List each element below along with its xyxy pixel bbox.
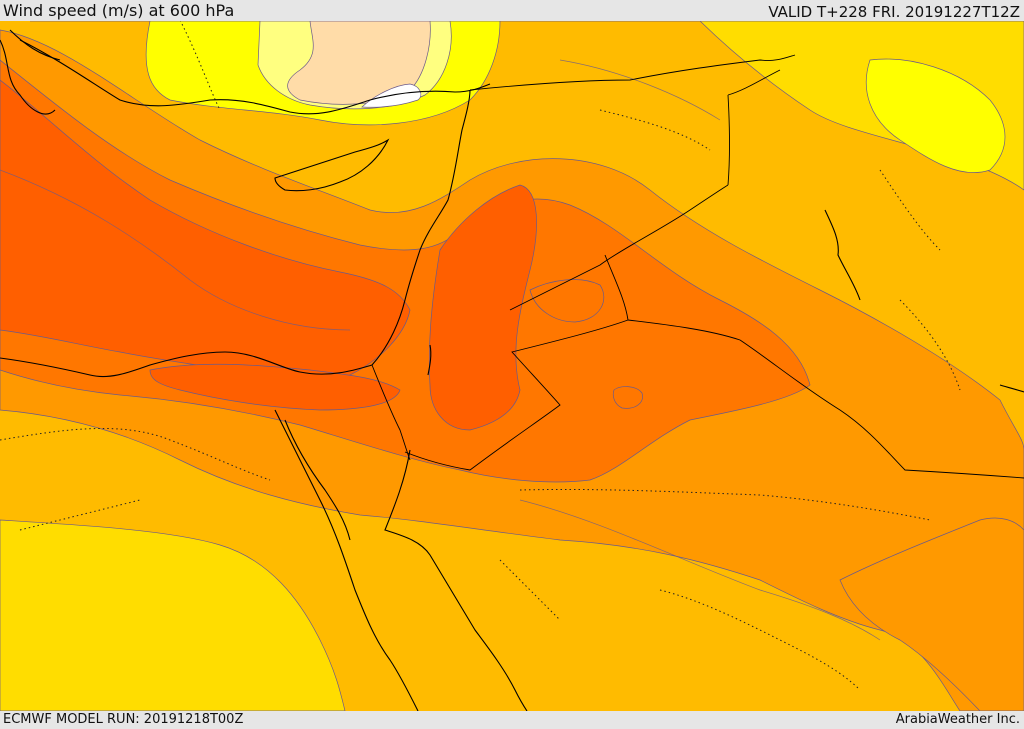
field-red-orange-levant — [428, 184, 537, 431]
contour-line — [519, 499, 881, 641]
admin-boundary — [879, 169, 941, 251]
map-header: Wind speed (m/s) at 600 hPa VALID T+228 … — [0, 0, 1024, 21]
admin-boundary — [19, 499, 141, 531]
valid-time: VALID T+228 FRI. 20191227T12Z — [768, 3, 1020, 21]
coastline-red-sea-west — [274, 409, 419, 711]
field-peach — [287, 21, 431, 105]
contour-line — [559, 59, 721, 121]
coastline-aegean — [0, 29, 61, 115]
border-iraq-saudi — [604, 254, 1024, 479]
border-egypt-libya — [371, 364, 411, 461]
border-turkey-syria — [469, 54, 796, 91]
map-svg — [0, 21, 1024, 711]
contour-line — [0, 169, 351, 331]
coastline-north-africa — [0, 89, 471, 378]
field-red-orange-core — [0, 79, 411, 381]
coastline-turkey — [19, 39, 491, 115]
credit: ArabiaWeather Inc. — [895, 712, 1020, 727]
coastline-gulf-aqaba — [427, 344, 432, 376]
field-orange-patch-jordan — [529, 279, 605, 323]
admin-boundary — [0, 427, 271, 481]
wind-speed-map — [0, 21, 1024, 711]
border-jordan-saudi — [404, 319, 629, 471]
admin-boundary — [899, 299, 961, 391]
coastline-gulf-suez — [284, 419, 351, 541]
map-title: Wind speed (m/s) at 600 hPa — [3, 1, 235, 20]
coastline-red-sea-east — [384, 449, 528, 711]
coastline-caspian-gulf — [824, 209, 861, 301]
field-gold-southwest — [0, 519, 346, 711]
border-syria-iraq — [509, 184, 729, 311]
field-orange-southeast — [839, 517, 1024, 711]
coastline-cyprus — [274, 138, 390, 192]
model-run: ECMWF MODEL RUN: 20191218T00Z — [3, 712, 244, 727]
field-gold-north — [30, 21, 1024, 191]
admin-boundary — [179, 21, 221, 111]
admin-boundary — [519, 488, 931, 521]
field-red-orange-sinai — [149, 363, 401, 411]
map-footer: ECMWF MODEL RUN: 20191218T00Z ArabiaWeat… — [0, 711, 1024, 729]
coastline-persian-gulf — [999, 384, 1024, 393]
field-orange-patch-saudi — [612, 386, 643, 409]
border-iraq-iran — [727, 69, 781, 186]
field-yellow-east — [866, 58, 1006, 174]
